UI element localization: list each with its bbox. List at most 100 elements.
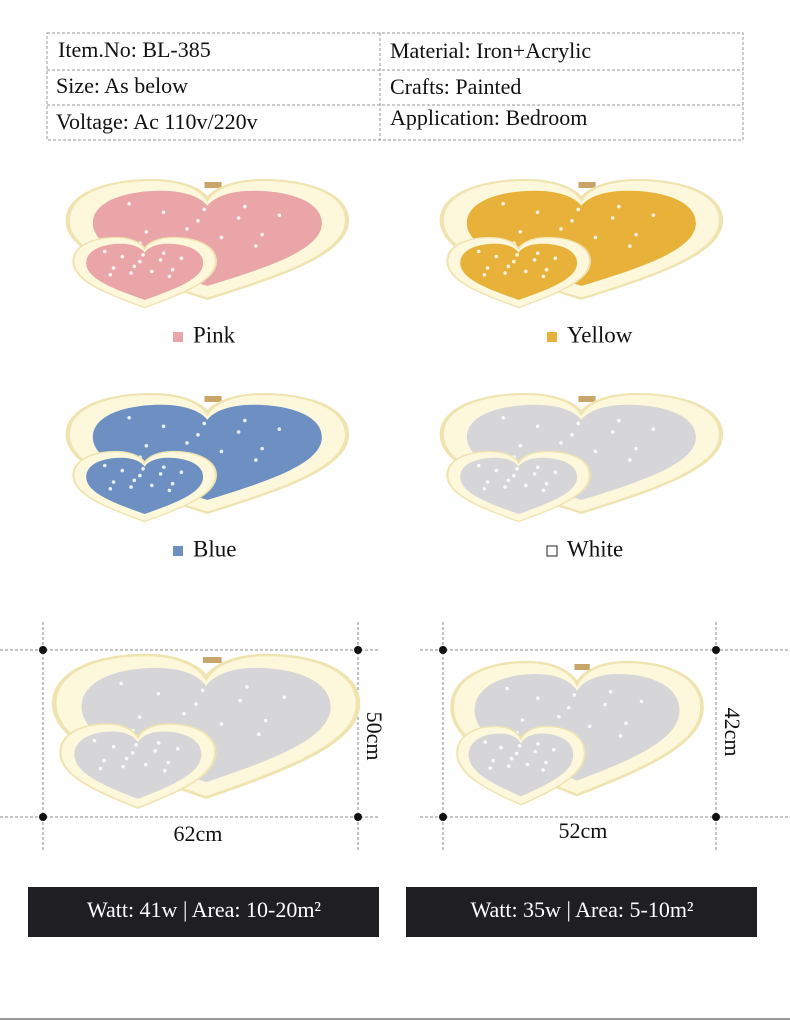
star	[476, 249, 481, 254]
swatch	[547, 332, 557, 342]
star	[127, 415, 131, 420]
width-label: 52cm	[559, 818, 608, 843]
star	[108, 486, 113, 491]
star	[162, 465, 166, 469]
star	[507, 764, 511, 769]
color-label: Pink	[193, 322, 236, 347]
spec-cell: Application: Bedroom	[390, 105, 587, 130]
star	[512, 473, 516, 478]
star	[514, 751, 519, 756]
star	[491, 758, 495, 763]
mount	[204, 182, 222, 188]
star	[518, 229, 523, 234]
dot	[439, 813, 447, 821]
heart-panel	[460, 243, 578, 300]
star	[503, 271, 507, 275]
star	[158, 258, 163, 262]
star	[132, 478, 137, 483]
star	[553, 470, 558, 475]
star	[515, 253, 519, 257]
star	[506, 478, 511, 483]
star	[200, 688, 205, 693]
star	[557, 714, 561, 719]
spec-table	[46, 32, 744, 141]
star	[544, 760, 548, 765]
star	[150, 483, 154, 488]
star	[185, 227, 189, 231]
star	[166, 760, 171, 765]
star	[593, 449, 598, 454]
star	[111, 266, 116, 270]
dot	[354, 646, 362, 654]
star	[202, 421, 207, 426]
heart-panel	[468, 733, 574, 797]
width-label: 62cm	[174, 821, 223, 846]
star	[506, 264, 511, 269]
star	[120, 254, 125, 259]
star	[144, 443, 149, 448]
swatch	[546, 545, 558, 557]
table-border	[46, 32, 744, 141]
mount	[574, 664, 590, 670]
star	[524, 483, 528, 488]
star	[485, 480, 490, 484]
star	[532, 472, 537, 476]
star	[524, 269, 528, 274]
heart-panel	[460, 457, 578, 514]
star	[501, 201, 505, 206]
star	[617, 418, 621, 423]
star	[535, 210, 540, 215]
lamp	[439, 392, 724, 523]
star	[92, 739, 97, 743]
dot	[354, 813, 362, 821]
star	[603, 702, 607, 707]
star	[485, 266, 490, 270]
watt-area: Watt: 35w | Area: 5-10m²	[470, 897, 693, 922]
star	[624, 721, 628, 725]
watt-area: Watt: 41w | Area: 10-20m²	[87, 897, 321, 922]
star	[277, 427, 282, 431]
star	[536, 742, 540, 746]
star	[544, 267, 549, 272]
star	[541, 768, 545, 772]
star	[639, 699, 644, 704]
star	[138, 259, 142, 264]
star	[170, 267, 175, 272]
star	[127, 201, 131, 206]
star	[138, 473, 142, 478]
star	[559, 227, 563, 231]
star	[153, 749, 158, 753]
star	[167, 488, 172, 493]
star	[628, 244, 632, 248]
star	[124, 756, 129, 761]
star	[108, 272, 113, 277]
star	[282, 695, 287, 699]
star	[518, 443, 523, 448]
color-label: Blue	[193, 536, 236, 561]
star	[517, 744, 522, 748]
star	[163, 768, 167, 773]
star	[143, 762, 148, 767]
star	[536, 465, 540, 469]
star	[137, 715, 142, 719]
star	[515, 467, 519, 471]
star	[628, 458, 632, 462]
spec-bar	[406, 887, 757, 937]
star	[111, 745, 116, 749]
star	[156, 691, 161, 696]
color-label: White	[567, 536, 623, 561]
star	[593, 235, 598, 240]
star	[488, 766, 493, 770]
star	[182, 711, 186, 716]
star	[482, 486, 487, 491]
star	[129, 485, 133, 489]
star	[243, 418, 247, 423]
star	[483, 740, 488, 744]
star	[570, 433, 574, 437]
star	[553, 256, 558, 261]
lamp	[450, 660, 704, 806]
star	[525, 762, 530, 767]
star	[243, 204, 247, 209]
color-label: Yellow	[567, 322, 633, 347]
star	[263, 718, 268, 723]
